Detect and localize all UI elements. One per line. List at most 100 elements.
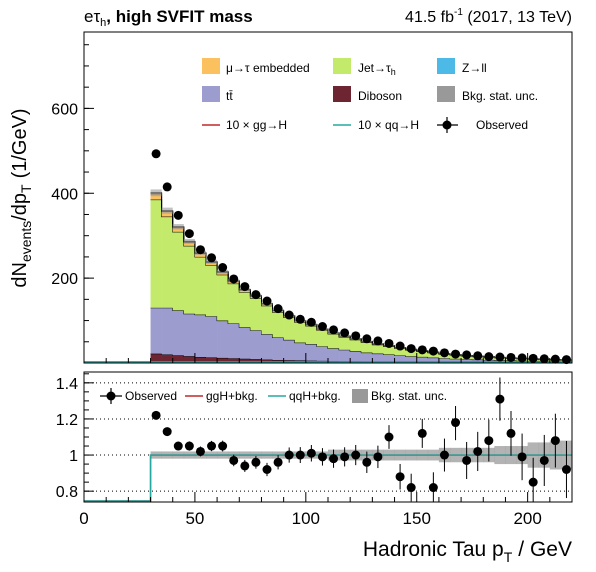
observed-point [428, 346, 438, 356]
observed-point [284, 310, 294, 320]
ratio-observed-point [561, 465, 571, 474]
observed-points [151, 149, 571, 365]
ratio-y-tick-label: 1 [69, 448, 78, 465]
observed-point [295, 314, 305, 324]
stat-band-bin [161, 207, 173, 214]
observed-point [539, 354, 549, 364]
legend-ggh-label: 10 × gg→H [226, 118, 287, 132]
observed-point [218, 263, 228, 273]
bar [194, 357, 207, 363]
ratio-observed-point [406, 483, 416, 493]
legend-obs-marker [442, 120, 452, 130]
observed-point [528, 353, 538, 363]
observed-point [351, 331, 361, 341]
ratio-observed-point [273, 457, 283, 467]
bar [261, 334, 273, 360]
ratio-observed-point [173, 441, 183, 451]
legend-stat-label: Bkg. stat. unc. [462, 89, 538, 103]
ratio-legend-obs-label: Observed [125, 389, 177, 403]
bar [150, 307, 162, 354]
y-tick-label: 200 [51, 271, 78, 288]
bar [172, 231, 185, 311]
ratio-observed-point [495, 394, 505, 404]
bar [150, 353, 162, 363]
x-axis: 0 50 100 150 200 [79, 492, 573, 528]
observed-point [229, 274, 239, 284]
bar [328, 333, 340, 349]
ratio-legend: Observed ggH+bkg. qqH+bkg. Bkg. stat. un… [97, 386, 457, 406]
legend-stat-swatch [437, 86, 455, 102]
ratio-observed-point [329, 454, 339, 464]
x-tick-label: 0 [79, 509, 88, 528]
ratio-observed-point [484, 436, 494, 446]
ratio-legend-stat-swatch [352, 389, 368, 403]
bar [450, 358, 462, 363]
observed-point [362, 334, 372, 344]
lumi-label: 41.5 fb-1 (2017, 13 TeV) [405, 7, 572, 26]
ratio-y-tick-label: 1.2 [56, 412, 78, 429]
ratio-observed-point [229, 455, 239, 465]
bar [250, 359, 262, 363]
bar [361, 342, 373, 353]
bar [383, 354, 395, 362]
y-tick-label: 600 [51, 101, 78, 118]
ratio-observed-point [240, 461, 250, 471]
bar [150, 193, 162, 200]
ratio-legend-ggh-label: ggH+bkg. [206, 389, 258, 403]
bar [161, 211, 174, 217]
main-legend: μ→τ embedded Jet→τh Z→ll tt̄ Diboson Bkg… [199, 58, 549, 140]
legend-diboson-label: Diboson [358, 89, 402, 103]
observed-point [251, 290, 261, 300]
observed-point [406, 344, 416, 354]
bar [183, 313, 196, 357]
observed-point [162, 182, 172, 192]
observed-point [506, 352, 516, 362]
observed-point [184, 229, 194, 239]
bar [383, 346, 395, 355]
observed-point [384, 338, 394, 348]
ratio-observed-point [362, 457, 372, 467]
legend-emb-label: μ→τ embedded [226, 61, 310, 75]
stat-band-bin [172, 224, 184, 230]
bar [483, 359, 495, 363]
ratio-observed-point [517, 452, 527, 462]
main-y-axis: 200 400 600 [51, 44, 94, 343]
legend-tt-swatch [202, 86, 220, 102]
bar [394, 355, 406, 362]
legend-zll-label: Z→ll [462, 61, 487, 75]
ratio-observed-point [417, 428, 427, 438]
observed-point [151, 149, 161, 159]
observed-point [517, 353, 527, 363]
ratio-observed-point [395, 472, 405, 482]
x-tick-label: 100 [292, 509, 320, 528]
ratio-observed-point [284, 450, 294, 460]
observed-point [340, 328, 350, 338]
ratio-observed-point [262, 465, 272, 474]
stat-band-bin [183, 238, 195, 244]
bar [294, 322, 307, 343]
ratio-observed-point [473, 446, 483, 456]
ratio-observed-point [428, 483, 438, 493]
bar [427, 357, 440, 363]
bar [294, 342, 307, 361]
observed-point [451, 349, 461, 359]
ratio-legend-qqh-label: qqH+bkg. [289, 389, 341, 403]
ratio-observed-point [373, 452, 383, 462]
bar [438, 358, 451, 363]
x-tick-label: 200 [513, 509, 541, 528]
legend-diboson-swatch [333, 86, 351, 102]
ratio-observed-point [306, 448, 316, 458]
bar [161, 307, 174, 355]
bar [228, 358, 240, 363]
ratio-y-tick-label: 0.8 [56, 484, 78, 501]
bar [239, 327, 251, 359]
bar [316, 330, 329, 347]
ratio-observed-point [195, 446, 205, 456]
ratio-y-axis: 0.8 1 1.2 1.4 [56, 373, 94, 501]
bar [305, 344, 318, 361]
observed-point [373, 336, 383, 346]
bar [172, 310, 185, 356]
bar [206, 316, 218, 358]
observed-point [462, 350, 472, 360]
